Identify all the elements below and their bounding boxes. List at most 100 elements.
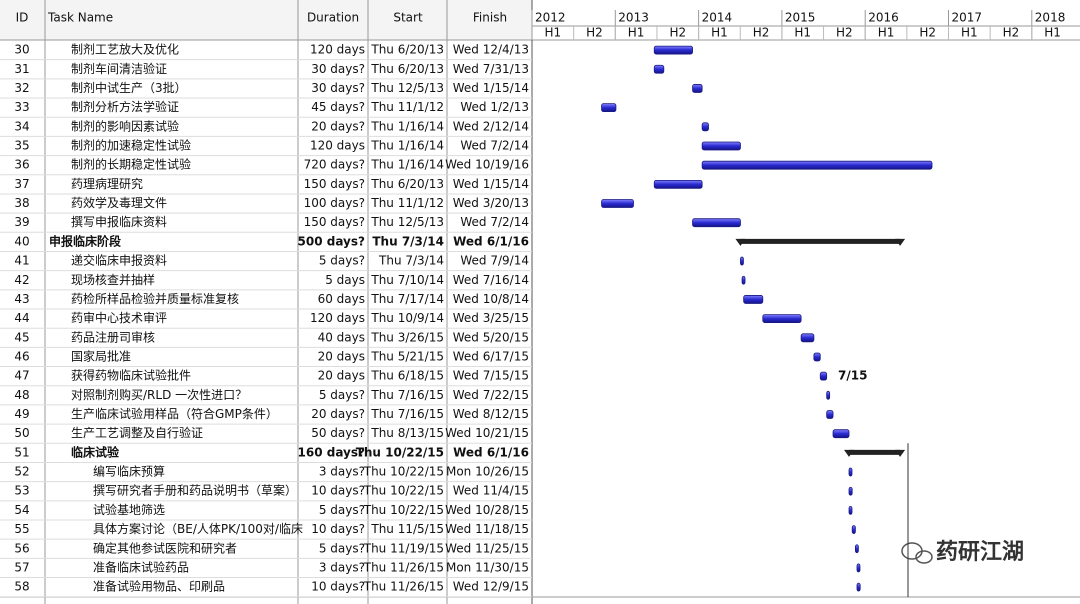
task-duration: 120 days	[310, 138, 365, 152]
task-id: 51	[14, 445, 29, 459]
year-label: 2017	[952, 11, 983, 25]
half-label: H1	[628, 26, 645, 40]
task-start: Thu 10/22/15	[363, 503, 444, 517]
task-bar	[701, 141, 741, 151]
task-finish: Wed 1/15/14	[453, 177, 529, 191]
task-id: 56	[14, 541, 29, 555]
col-start: Start	[393, 11, 423, 25]
half-label: H1	[878, 26, 895, 40]
task-bar	[740, 256, 744, 266]
task-start: Thu 6/20/13	[370, 62, 444, 76]
task-bar	[848, 486, 853, 496]
task-id: 55	[14, 522, 29, 536]
task-id: 53	[14, 484, 29, 498]
task-duration: 100 days?	[304, 196, 365, 210]
year-label: 2015	[785, 11, 816, 25]
half-label: H2	[919, 26, 936, 40]
task-finish: Wed 6/1/16	[453, 234, 529, 248]
task-start: Thu 11/1/12	[370, 100, 444, 114]
task-duration: 5 days?	[319, 541, 365, 555]
task-finish: Wed 7/15/15	[453, 369, 529, 383]
task-finish: Wed 1/15/14	[453, 81, 529, 95]
task-finish: Wed 1/2/13	[460, 100, 529, 114]
task-bar	[701, 122, 709, 132]
task-id: 49	[14, 407, 29, 421]
task-start: Thu 6/20/13	[370, 43, 444, 57]
task-name: 药品注册司审核	[71, 329, 155, 344]
task-name: 撰写申报临床资料	[71, 214, 167, 229]
task-finish: Wed 6/1/16	[453, 445, 529, 459]
task-duration: 3 days?	[319, 465, 365, 479]
task-id: 46	[14, 349, 29, 363]
task-finish: Wed 3/20/13	[453, 196, 529, 210]
summary-cap	[895, 238, 906, 246]
half-label: H1	[794, 26, 811, 40]
task-start: Thu 11/19/15	[363, 541, 444, 555]
task-bar	[851, 525, 856, 534]
task-finish: Wed 12/4/13	[453, 43, 529, 57]
summary-bar	[849, 449, 901, 455]
task-duration: 10 days?	[311, 484, 365, 498]
task-name: 递交临床申报资料	[71, 253, 167, 268]
task-bar	[741, 275, 746, 285]
task-start: Thu 11/26/15	[363, 580, 444, 594]
task-start: Thu 5/21/15	[370, 349, 444, 363]
col-name: Task Name	[47, 11, 113, 25]
task-duration: 5 days	[325, 273, 365, 287]
task-id: 42	[14, 273, 29, 287]
task-bar	[848, 506, 853, 515]
task-bar	[854, 544, 859, 554]
task-duration: 20 days	[318, 349, 365, 363]
year-label: 2018	[1035, 11, 1066, 25]
task-duration: 150 days?	[304, 215, 365, 229]
task-bar	[826, 410, 834, 419]
task-duration: 160 days?	[298, 445, 366, 459]
task-start: Thu 8/13/15	[370, 426, 444, 440]
task-name: 申报临床阶段	[49, 233, 122, 248]
task-name: 药检所样品检验并质量标准复核	[71, 291, 239, 306]
half-label: H2	[586, 26, 603, 40]
task-bar	[601, 103, 617, 113]
task-finish: Wed 6/17/15	[453, 349, 529, 363]
task-name: 制剂工艺放大及优化	[71, 42, 179, 57]
task-name: 生产工艺调整及自行验证	[71, 425, 203, 440]
task-duration: 40 days	[318, 330, 365, 344]
task-finish: Mon 10/26/15	[446, 465, 529, 479]
task-bar	[692, 84, 703, 93]
task-finish: Wed 11/25/15	[445, 541, 529, 555]
task-finish: Wed 7/22/15	[453, 388, 529, 402]
task-name: 药审中心技术审评	[71, 310, 167, 325]
task-id: 30	[14, 43, 29, 57]
task-duration: 150 days?	[304, 177, 365, 191]
task-finish: Wed 2/12/14	[453, 119, 529, 133]
task-id: 39	[14, 215, 29, 229]
task-finish: Wed 8/12/15	[453, 407, 529, 421]
task-start: Thu 1/16/14	[370, 119, 444, 133]
task-id: 37	[14, 177, 29, 191]
task-finish: Wed 3/25/15	[453, 311, 529, 325]
task-duration: 45 days?	[311, 100, 365, 114]
task-bar	[819, 371, 828, 381]
task-bar	[826, 390, 831, 400]
task-bar	[856, 582, 861, 592]
task-bar	[856, 563, 861, 573]
task-duration: 20 days	[318, 369, 365, 383]
task-id: 54	[14, 503, 29, 517]
task-bar	[800, 333, 815, 343]
watermark: 药研江湖	[936, 540, 1024, 565]
task-id: 43	[14, 292, 29, 306]
task-start: Thu 6/20/13	[370, 177, 444, 191]
task-start: Thu 7/17/14	[370, 292, 444, 306]
task-name: 制剂车间清洁验证	[71, 61, 167, 76]
task-name: 准备临床试验药品	[93, 559, 189, 574]
task-start: Thu 12/5/13	[370, 81, 444, 95]
task-name: 制剂的加速稳定性试验	[71, 137, 191, 152]
task-id: 50	[14, 426, 29, 440]
task-duration: 20 days?	[311, 119, 365, 133]
task-id: 38	[14, 196, 29, 210]
task-id: 44	[14, 311, 29, 325]
task-start: Thu 6/18/15	[370, 369, 444, 383]
task-name: 撰写研究者手册和药品说明书（草案）	[93, 483, 297, 498]
